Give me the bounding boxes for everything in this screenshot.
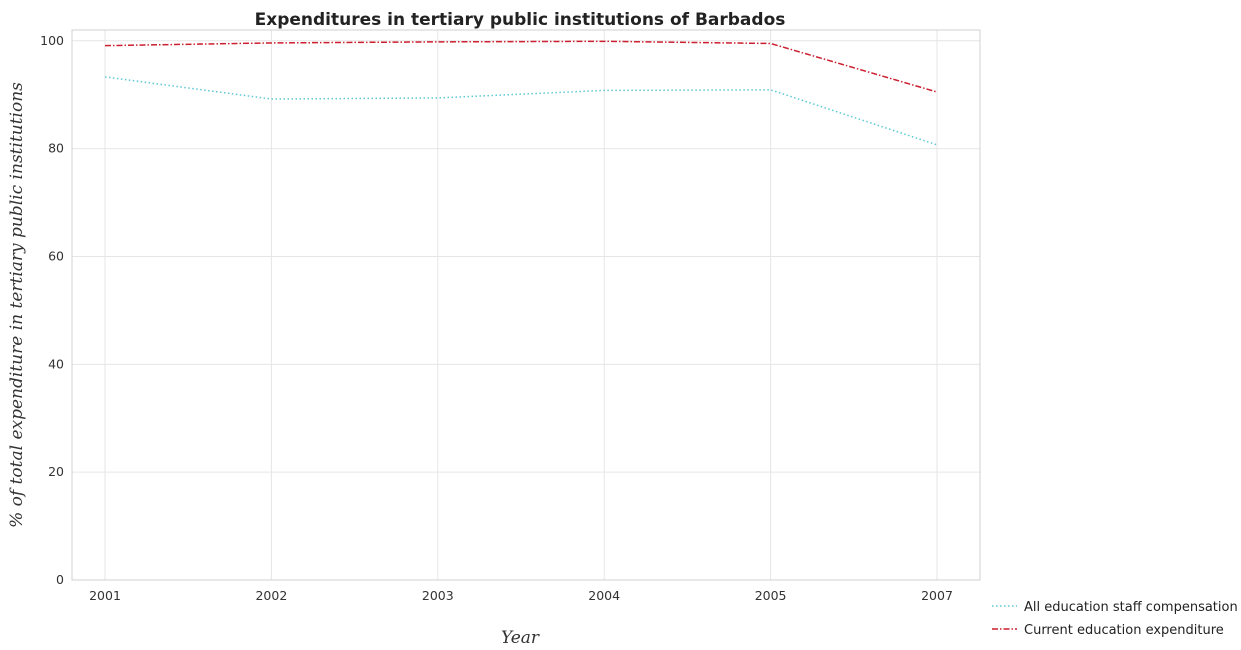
- legend: All education staff compensation Current…: [992, 600, 1238, 638]
- y-tick-label: 0: [56, 572, 64, 587]
- x-axis-label: Year: [501, 628, 540, 648]
- y-tick-label: 100: [40, 33, 64, 48]
- y-tick-label: 80: [48, 141, 64, 156]
- x-tick-label: 2005: [755, 588, 787, 603]
- plot-frame: [71, 29, 981, 581]
- x-tick-label: 2004: [588, 588, 620, 603]
- legend-label-staff-compensation: All education staff compensation: [1024, 600, 1238, 615]
- grid: [72, 30, 980, 581]
- y-axis-label: % of total expenditure in tertiary publi…: [7, 82, 27, 528]
- x-tick-label: 2002: [255, 588, 287, 603]
- series-line-current-expenditure: [104, 40, 938, 93]
- chart-title: Expenditures in tertiary public institut…: [255, 10, 786, 30]
- legend-label-current-expenditure: Current education expenditure: [1024, 623, 1224, 638]
- x-tick-label: 2001: [89, 588, 121, 603]
- y-tick-label: 40: [48, 356, 64, 371]
- y-tick-label: 20: [48, 464, 64, 479]
- x-tick-label: 2003: [422, 588, 454, 603]
- y-tick-label: 60: [48, 248, 64, 263]
- y-axis: 0 20 40 60 80 100: [40, 33, 64, 587]
- series-line-staff-compensation: [104, 76, 938, 146]
- x-axis: 2001 2002 2003 2004 2005 2007: [89, 588, 953, 603]
- series-group: [104, 40, 938, 146]
- x-tick-label: 2007: [921, 588, 953, 603]
